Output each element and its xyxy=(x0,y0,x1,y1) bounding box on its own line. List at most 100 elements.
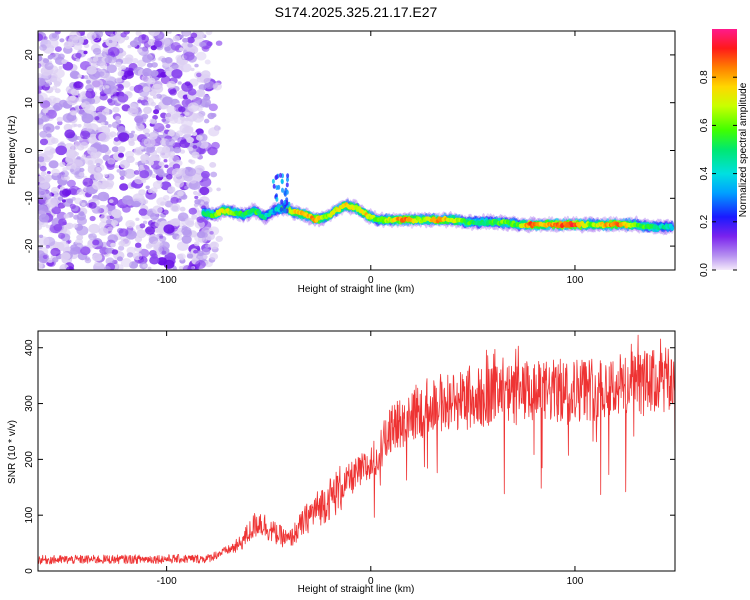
signal-track-layer xyxy=(201,172,675,236)
noise-speckle xyxy=(195,260,206,269)
noise-speckle xyxy=(153,109,160,115)
noise-speckle xyxy=(82,177,94,187)
noise-speckle xyxy=(44,82,50,88)
noise-speckle xyxy=(149,256,160,265)
noise-speckle xyxy=(38,114,42,119)
noise-speckle xyxy=(173,114,185,125)
noise-speckle xyxy=(106,173,115,181)
noise-speckle xyxy=(82,101,90,108)
noise-speckle xyxy=(166,174,173,180)
noise-speckle xyxy=(60,170,69,178)
noise-speckle xyxy=(51,168,60,176)
noise-speckle xyxy=(201,248,211,256)
noise-speckle xyxy=(47,54,54,60)
noise-speckle xyxy=(58,232,66,239)
noise-speckle xyxy=(204,118,210,124)
noise-speckle xyxy=(196,98,208,108)
noise-speckle xyxy=(204,104,210,108)
noise-speckle xyxy=(192,112,204,123)
noise-speckle xyxy=(170,203,181,212)
noise-speckle xyxy=(201,170,210,179)
noise-speckle xyxy=(150,187,158,194)
noise-speckle xyxy=(40,171,47,177)
noise-speckle xyxy=(117,70,126,77)
spectrogram-y-ticks: -20 -10 0 10 20 xyxy=(24,49,675,253)
noise-speckle xyxy=(196,216,205,223)
noise-speckle xyxy=(165,138,176,147)
noise-speckle xyxy=(112,106,120,113)
snr-x-ticks: -100 0 100 xyxy=(157,331,584,587)
noise-speckle xyxy=(107,46,120,57)
noise-speckle xyxy=(117,126,126,133)
noise-speckle xyxy=(172,35,181,42)
noise-speckle xyxy=(43,36,48,40)
noise-speckle xyxy=(173,146,182,154)
noise-speckle xyxy=(39,44,47,51)
noise-speckle xyxy=(135,31,142,36)
noise-speckle xyxy=(73,42,83,51)
noise-speckle xyxy=(113,137,120,142)
noise-speckle xyxy=(53,224,63,232)
noise-speckle xyxy=(176,241,189,252)
noise-speckle xyxy=(163,259,175,269)
noise-speckle xyxy=(135,148,143,155)
noise-speckle xyxy=(203,254,208,259)
snr-frame xyxy=(37,330,676,572)
noise-speckle xyxy=(184,125,194,134)
noise-speckle xyxy=(98,227,109,236)
noise-speckle xyxy=(211,141,220,150)
noise-speckle xyxy=(107,98,113,103)
noise-speckle xyxy=(150,70,159,77)
noise-speckle xyxy=(164,57,173,64)
noise-speckle xyxy=(86,65,97,75)
noise-speckle xyxy=(122,205,131,213)
noise-speckle xyxy=(137,48,143,53)
noise-speckle xyxy=(85,84,94,92)
noise-speckle xyxy=(51,137,59,144)
noise-speckle xyxy=(119,159,131,169)
noise-speckle xyxy=(186,136,194,144)
noise-speckle xyxy=(209,231,214,235)
noise-speckle xyxy=(169,89,177,96)
noise-speckle xyxy=(204,201,209,205)
noise-speckle xyxy=(160,201,166,206)
noise-speckle xyxy=(81,202,86,207)
noise-speckle xyxy=(38,213,50,223)
noise-speckle xyxy=(61,188,72,197)
noise-speckle xyxy=(38,73,42,77)
noise-speckle xyxy=(196,231,206,239)
noise-speckle xyxy=(159,235,164,239)
noise-speckle xyxy=(187,88,197,96)
noise-speckle xyxy=(74,141,81,147)
y-tick-label: -20 xyxy=(24,238,35,253)
noise-speckle xyxy=(105,247,113,254)
noise-speckle xyxy=(132,200,141,207)
noise-speckle xyxy=(138,256,143,260)
noise-speckle xyxy=(191,151,200,159)
noise-speckle xyxy=(66,198,74,204)
noise-speckle xyxy=(150,101,156,107)
noise-speckle xyxy=(109,199,114,204)
noise-speckle xyxy=(144,132,151,138)
y-tick-label: 100 xyxy=(24,506,35,523)
noise-speckle xyxy=(72,159,83,168)
noise-speckle xyxy=(75,52,82,59)
noise-speckle xyxy=(195,51,207,61)
noise-speckle xyxy=(111,146,119,153)
noise-speckle xyxy=(156,146,165,154)
noise-speckle xyxy=(196,72,202,78)
colorbar-gradient xyxy=(712,29,737,270)
noise-speckle xyxy=(88,223,101,234)
noise-speckle xyxy=(68,35,79,45)
noise-speckle xyxy=(164,164,169,169)
noise-speckle xyxy=(152,181,163,189)
noise-speckle xyxy=(152,205,163,215)
noise-speckle xyxy=(87,146,98,156)
noise-speckle xyxy=(178,106,186,113)
noise-speckle xyxy=(115,264,124,270)
noise-speckle xyxy=(120,237,131,247)
noise-speckle xyxy=(79,141,89,149)
noise-speckle xyxy=(201,45,210,52)
signal-spike xyxy=(280,178,284,184)
noise-speckle xyxy=(209,241,219,250)
